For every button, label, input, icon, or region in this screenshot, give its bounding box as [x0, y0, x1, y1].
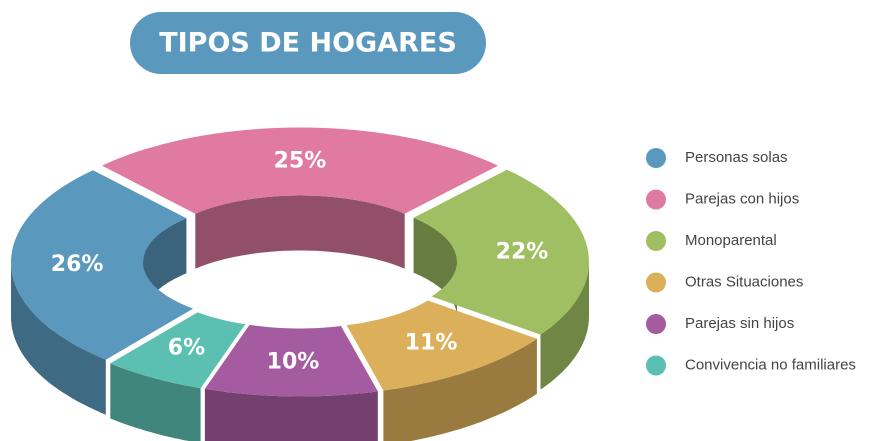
data-label: 6% [168, 336, 205, 361]
legend: Personas solas Parejas con hijos Monoparen… [646, 148, 856, 376]
data-label: 11% [405, 330, 458, 355]
legend-marker [646, 355, 666, 376]
legend-marker [646, 272, 666, 293]
title-pill [130, 12, 486, 74]
data-label: 26% [51, 252, 104, 277]
legend-label: Otras Situaciones [685, 273, 803, 290]
chart-title: TIPOS DE HOGARES [159, 28, 457, 59]
donut-segment [204, 324, 378, 397]
legend-label: Convivencia no familiares [685, 356, 856, 373]
legend-label: Monoparental [685, 232, 777, 249]
side-wall [11, 262, 106, 415]
legend-label: Parejas sin hijos [685, 315, 794, 332]
legend-label: Parejas con hijos [685, 190, 799, 207]
labels: 26% 25% 22% 11% 10% 6% [51, 149, 549, 375]
data-label: 10% [267, 349, 320, 374]
donut-segment [346, 300, 537, 391]
donut-segment [413, 169, 589, 335]
tops [11, 127, 589, 397]
walls [11, 195, 589, 441]
data-label: 22% [496, 240, 549, 265]
side-wall [204, 388, 378, 441]
legend-marker [646, 231, 666, 251]
side-wall [195, 195, 405, 269]
legend-label: Personas solas [685, 149, 788, 166]
legend-marker [646, 148, 666, 168]
legend-marker [646, 189, 666, 210]
side-wall [383, 338, 537, 441]
donut-segment [110, 312, 246, 389]
side-wall [110, 363, 201, 441]
donut-segment [11, 170, 194, 360]
donut-segment [102, 127, 498, 214]
side-wall [540, 261, 589, 390]
data-label: 25% [274, 149, 327, 174]
legend-marker [646, 314, 666, 334]
